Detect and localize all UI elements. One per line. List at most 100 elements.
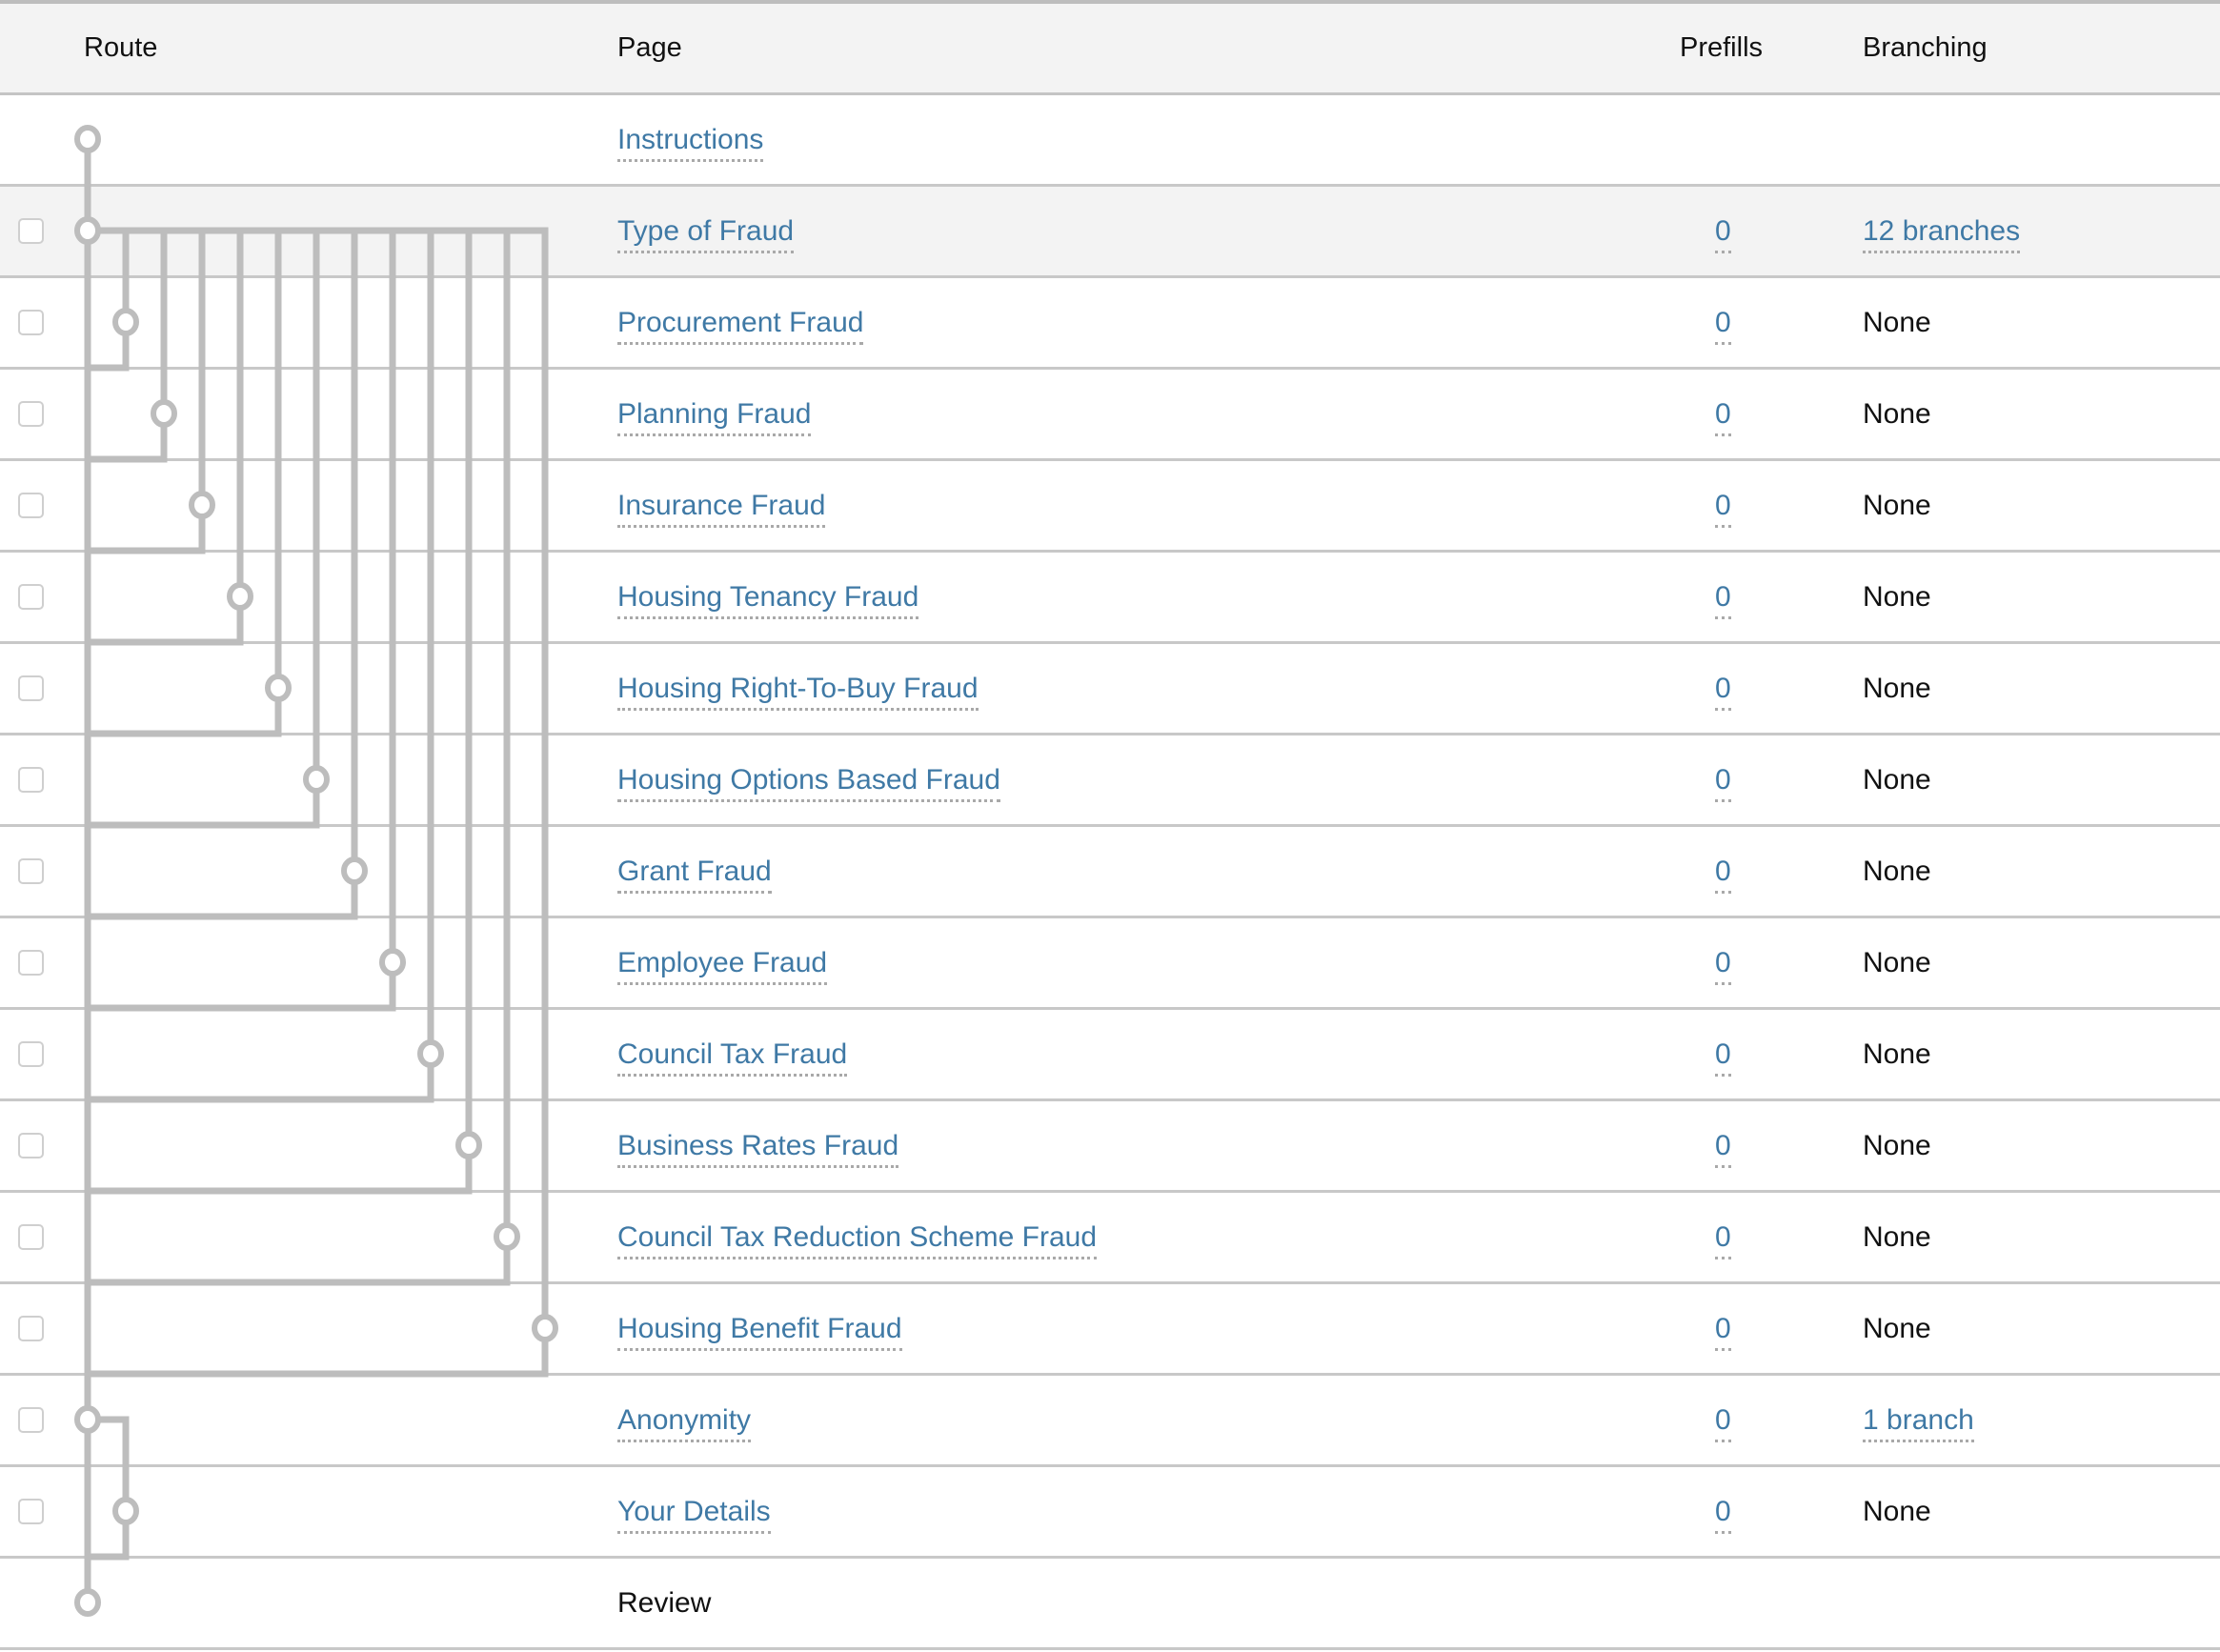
prefills-count[interactable]: 0	[1715, 490, 1731, 528]
top-border	[0, 0, 2220, 4]
prefills-link[interactable]: 0	[1715, 735, 1731, 824]
table-row: Grant Fraud 0 None	[0, 827, 2220, 918]
page-name: Review	[617, 1587, 712, 1619]
column-header-page: Page	[617, 32, 682, 63]
page-link[interactable]: Business Rates Fraud	[617, 1101, 899, 1190]
page-name[interactable]: Instructions	[617, 124, 764, 162]
prefills-count[interactable]: 0	[1715, 764, 1731, 802]
prefills-count[interactable]: 0	[1715, 673, 1731, 711]
page-link[interactable]: Instructions	[617, 95, 764, 184]
page-link[interactable]: Type of Fraud	[617, 187, 795, 275]
page-link[interactable]: Employee Fraud	[617, 918, 828, 1007]
page-link[interactable]: Procurement Fraud	[617, 278, 864, 367]
branching-value: None	[1863, 1496, 1931, 1527]
page-name[interactable]: Business Rates Fraud	[617, 1130, 899, 1168]
prefills-link[interactable]: 0	[1715, 1101, 1731, 1190]
page-name[interactable]: Your Details	[617, 1496, 771, 1534]
row-checkbox[interactable]	[18, 1224, 44, 1250]
branching-link[interactable]: 1 branch	[1863, 1376, 1974, 1464]
prefills-count[interactable]: 0	[1715, 581, 1731, 619]
prefills-link[interactable]: 0	[1715, 1284, 1731, 1373]
branching-value: None	[1863, 673, 1931, 704]
page-name[interactable]: Type of Fraud	[617, 215, 795, 253]
page-link[interactable]: Grant Fraud	[617, 827, 772, 916]
branching-value: None	[1863, 490, 1931, 521]
row-checkbox[interactable]	[18, 675, 44, 701]
prefills-link[interactable]: 0	[1715, 1467, 1731, 1556]
prefills-count[interactable]: 0	[1715, 1221, 1731, 1259]
page-name[interactable]: Employee Fraud	[617, 947, 828, 985]
table-row: Employee Fraud 0 None	[0, 918, 2220, 1010]
page-name[interactable]: Housing Tenancy Fraud	[617, 581, 919, 619]
page-link[interactable]: Anonymity	[617, 1376, 752, 1464]
prefills-count[interactable]: 0	[1715, 1313, 1731, 1351]
page-link[interactable]: Housing Right-To-Buy Fraud	[617, 644, 979, 733]
page-link[interactable]: Planning Fraud	[617, 370, 812, 458]
table-row: Planning Fraud 0 None	[0, 370, 2220, 461]
prefills-link[interactable]: 0	[1715, 370, 1731, 458]
row-checkbox[interactable]	[18, 1407, 44, 1433]
branching-value: None	[1863, 398, 1931, 430]
branching-value[interactable]: 12 branches	[1863, 215, 2021, 253]
row-checkbox[interactable]	[18, 950, 44, 976]
prefills-count[interactable]: 0	[1715, 307, 1731, 345]
table-row: Housing Benefit Fraud 0 None	[0, 1284, 2220, 1376]
prefills-link[interactable]: 0	[1715, 553, 1731, 641]
prefills-count[interactable]: 0	[1715, 1130, 1731, 1168]
page-link[interactable]: Council Tax Fraud	[617, 1010, 848, 1098]
branching-value: None	[1863, 1038, 1931, 1070]
branching-value: None	[1863, 307, 1931, 338]
page-link[interactable]: Housing Options Based Fraud	[617, 735, 1000, 824]
page-link[interactable]: Housing Tenancy Fraud	[617, 553, 919, 641]
page-name[interactable]: Planning Fraud	[617, 398, 812, 436]
row-checkbox[interactable]	[18, 584, 44, 610]
prefills-link[interactable]: 0	[1715, 1010, 1731, 1098]
prefills-link[interactable]: 0	[1715, 918, 1731, 1007]
row-checkbox[interactable]	[18, 493, 44, 518]
row-checkbox[interactable]	[18, 1133, 44, 1158]
page-name[interactable]: Housing Right-To-Buy Fraud	[617, 673, 979, 711]
prefills-count[interactable]: 0	[1715, 947, 1731, 985]
column-header-route: Route	[84, 32, 158, 63]
prefills-link[interactable]: 0	[1715, 278, 1731, 367]
prefills-link[interactable]: 0	[1715, 644, 1731, 733]
prefills-link[interactable]: 0	[1715, 1376, 1731, 1464]
page-name[interactable]: Housing Options Based Fraud	[617, 764, 1000, 802]
prefills-link[interactable]: 0	[1715, 827, 1731, 916]
row-checkbox[interactable]	[18, 401, 44, 427]
row-checkbox[interactable]	[18, 310, 44, 335]
page-name[interactable]: Housing Benefit Fraud	[617, 1313, 902, 1351]
row-checkbox[interactable]	[18, 1499, 44, 1524]
table-row: Housing Right-To-Buy Fraud 0 None	[0, 644, 2220, 735]
prefills-count[interactable]: 0	[1715, 856, 1731, 894]
prefills-count[interactable]: 0	[1715, 1496, 1731, 1534]
page-name[interactable]: Grant Fraud	[617, 856, 772, 894]
prefills-count[interactable]: 0	[1715, 215, 1731, 253]
page-name[interactable]: Council Tax Fraud	[617, 1038, 848, 1077]
table-row: Council Tax Fraud 0 None	[0, 1010, 2220, 1101]
page-name[interactable]: Council Tax Reduction Scheme Fraud	[617, 1221, 1098, 1259]
row-checkbox[interactable]	[18, 1041, 44, 1067]
table-row: Instructions	[0, 95, 2220, 187]
row-checkbox[interactable]	[18, 1316, 44, 1341]
row-checkbox[interactable]	[18, 858, 44, 884]
prefills-count[interactable]: 0	[1715, 398, 1731, 436]
page-link[interactable]: Insurance Fraud	[617, 461, 826, 550]
prefills-link[interactable]: 0	[1715, 187, 1731, 275]
page-name[interactable]: Procurement Fraud	[617, 307, 864, 345]
page-name[interactable]: Anonymity	[617, 1404, 752, 1442]
branching-link[interactable]: 12 branches	[1863, 187, 2021, 275]
prefills-link[interactable]: 0	[1715, 1193, 1731, 1281]
page-link[interactable]: Your Details	[617, 1467, 771, 1556]
branching-value[interactable]: 1 branch	[1863, 1404, 1974, 1442]
table-row: Housing Options Based Fraud 0 None	[0, 735, 2220, 827]
page-name[interactable]: Insurance Fraud	[617, 490, 826, 528]
row-checkbox[interactable]	[18, 767, 44, 793]
prefills-count[interactable]: 0	[1715, 1038, 1731, 1077]
table-row: Type of Fraud 0 12 branches	[0, 187, 2220, 278]
prefills-link[interactable]: 0	[1715, 461, 1731, 550]
page-link[interactable]: Housing Benefit Fraud	[617, 1284, 902, 1373]
page-link[interactable]: Council Tax Reduction Scheme Fraud	[617, 1193, 1098, 1281]
row-checkbox[interactable]	[18, 218, 44, 244]
prefills-count[interactable]: 0	[1715, 1404, 1731, 1442]
